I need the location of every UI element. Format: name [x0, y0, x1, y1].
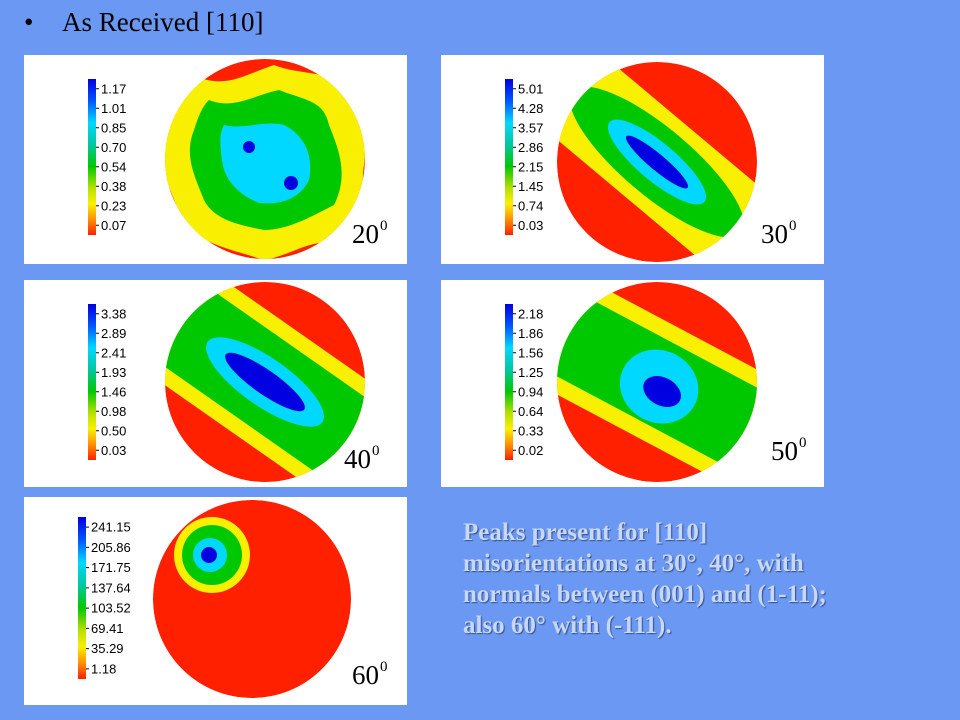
caption-line: Peaks present for [110] [463, 519, 708, 546]
legend-scale-bar [505, 304, 513, 460]
legend-label: 1.45 [518, 179, 543, 194]
legend-ticks: 241.15 205.86 171.75 137.64 103.52 69.41 35.29… [86, 520, 131, 676]
legend-label: 241.15 [91, 520, 131, 535]
legend-label: 0.54 [101, 159, 126, 174]
caption-line: also 60° with (-111). [463, 612, 672, 639]
angle-label-30: 300 [761, 218, 797, 249]
legend-label: 0.74 [518, 198, 543, 213]
slide-title: • As Received [110] [24, 2, 263, 42]
legend-label: 0.03 [518, 218, 543, 233]
pole-figure-40: 3.38 2.89 2.41 1.93 1.46 0.98 0.50 0.03 [88, 282, 365, 482]
legend-label: 2.89 [101, 326, 126, 341]
legend-label: 0.64 [518, 404, 543, 419]
legend-label: 1.01 [101, 101, 126, 116]
legend-label: 2.18 [518, 306, 543, 321]
caption: Peaks present for [110] misorientations … [463, 517, 933, 641]
angle-label-50: 500 [771, 435, 807, 466]
legend-label: 0.50 [101, 423, 126, 438]
legend-ticks: 5.01 4.28 3.57 2.86 2.15 1.45 0.74 0.03 [513, 81, 543, 233]
pole-figure-map [153, 500, 351, 698]
pole-figure-map [557, 62, 757, 262]
angle-label-20: 200 [352, 218, 388, 249]
legend-label: 0.70 [101, 140, 126, 155]
legend-ticks: 3.38 2.89 2.41 1.93 1.46 0.98 0.50 0.03 [96, 306, 126, 458]
legend-label: 1.18 [91, 661, 116, 676]
pole-figure-panel-20: 1.17 1.01 0.85 0.70 0.54 0.38 0.23 0.07 200 [24, 55, 407, 264]
legend-label: 1.86 [518, 326, 543, 341]
legend-label: 0.94 [518, 384, 543, 399]
legend-label: 137.64 [91, 580, 131, 595]
pole-figure-panel-30: 5.01 4.28 3.57 2.86 2.15 1.45 0.74 0.03 300 [441, 55, 824, 264]
legend-label: 0.38 [101, 179, 126, 194]
pole-figure-60: 241.15 205.86 171.75 137.64 103.52 69.41 35.29… [78, 500, 351, 698]
legend-label: 5.01 [518, 81, 543, 96]
pole-figure-30: 5.01 4.28 3.57 2.86 2.15 1.45 0.74 0.03 [505, 62, 757, 262]
legend-label: 0.03 [101, 443, 126, 458]
legend-scale-bar [88, 79, 96, 235]
pole-figure-50: 2.18 1.86 1.56 1.25 0.94 0.64 0.33 0.02 [505, 282, 757, 482]
legend-scale-bar [78, 517, 86, 679]
legend-label: 0.33 [518, 423, 543, 438]
legend-label: 103.52 [91, 601, 131, 616]
legend-label: 35.29 [91, 641, 124, 656]
legend-scale-bar [505, 79, 513, 235]
legend-label: 2.86 [518, 140, 543, 155]
legend-label: 205.86 [91, 540, 131, 555]
bullet-icon: • [24, 7, 34, 37]
pole-figure-panel-60: 241.15 205.86 171.75 137.64 103.52 69.41 35.29… [24, 497, 407, 705]
legend-label: 3.57 [518, 120, 543, 135]
pole-figure-map [557, 282, 757, 482]
legend-label: 2.15 [518, 159, 543, 174]
legend-label: 1.56 [518, 345, 543, 360]
legend-label: 3.38 [101, 306, 126, 321]
legend-label: 0.02 [518, 443, 543, 458]
angle-label-40: 400 [344, 443, 380, 474]
legend-label: 0.23 [101, 198, 126, 213]
legend-label: 0.85 [101, 120, 126, 135]
legend-label: 1.46 [101, 384, 126, 399]
legend-ticks: 1.17 1.01 0.85 0.70 0.54 0.38 0.23 0.07 [96, 81, 126, 233]
legend-label: 1.17 [101, 81, 126, 96]
legend-label: 1.93 [101, 365, 126, 380]
pole-figure-map [165, 282, 365, 482]
pole-figure-20: 1.17 1.01 0.85 0.70 0.54 0.38 0.23 0.07 [88, 59, 365, 259]
pole-figure-panel-40: 3.38 2.89 2.41 1.93 1.46 0.98 0.50 0.03 400 [24, 280, 407, 487]
legend-label: 2.41 [101, 345, 126, 360]
title-text: As Received [110] [62, 7, 264, 37]
legend-label: 171.75 [91, 560, 131, 575]
legend-label: 1.25 [518, 365, 543, 380]
caption-line: normals between (001) and (1-11); [463, 581, 827, 608]
caption-line: misorientations at 30°, 40°, with [463, 550, 804, 577]
pole-figure-map [165, 59, 365, 259]
pole-figure-panel-50: 2.18 1.86 1.56 1.25 0.94 0.64 0.33 0.02 500 [441, 280, 824, 487]
angle-label-60: 600 [352, 659, 388, 690]
legend-label: 69.41 [91, 621, 124, 636]
legend-label: 0.98 [101, 404, 126, 419]
legend-label: 0.07 [101, 218, 126, 233]
legend-scale-bar [88, 304, 96, 460]
legend-label: 4.28 [518, 101, 543, 116]
legend-ticks: 2.18 1.86 1.56 1.25 0.94 0.64 0.33 0.02 [513, 306, 543, 458]
